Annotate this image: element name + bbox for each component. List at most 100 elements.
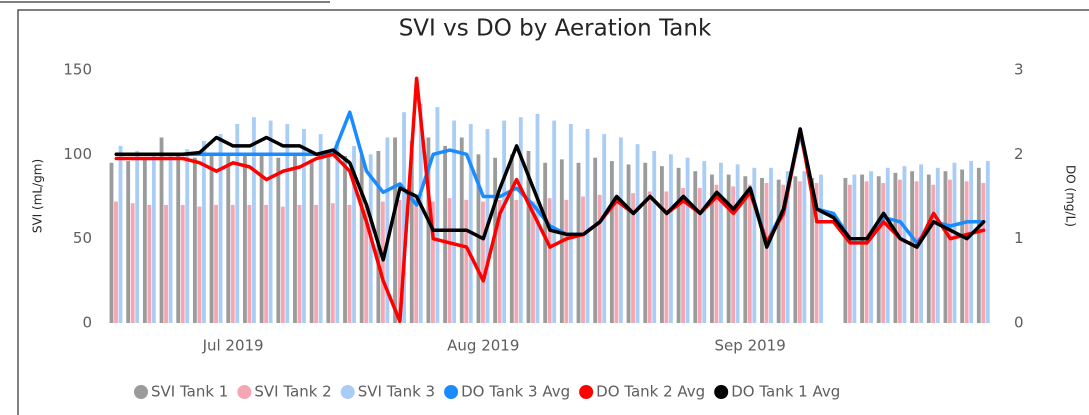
bar (151, 154, 156, 323)
bar (464, 199, 469, 323)
bar (385, 137, 390, 323)
bar (631, 193, 635, 323)
bar (793, 176, 798, 323)
bar (543, 162, 548, 323)
bar (676, 167, 681, 323)
bar (864, 181, 869, 323)
bar (230, 204, 235, 323)
bar (418, 103, 423, 323)
bar (568, 123, 573, 324)
bar (735, 164, 740, 323)
bar (264, 204, 269, 323)
bar (593, 157, 598, 323)
bar (402, 112, 406, 324)
bar (714, 184, 719, 323)
bar (969, 161, 974, 323)
x-tick-label: Aug 2019 (447, 337, 519, 355)
bar (409, 140, 414, 323)
bar (781, 184, 786, 323)
bar (802, 171, 807, 323)
bar (126, 161, 131, 323)
bar (376, 150, 381, 323)
y-tick-label: 150 (63, 61, 92, 79)
plot-area (109, 76, 990, 324)
bar (597, 194, 602, 323)
bar (352, 145, 356, 323)
bar (481, 201, 485, 323)
bar (326, 154, 331, 323)
bar (293, 154, 297, 323)
bar (635, 144, 640, 323)
bar (476, 154, 481, 323)
bar (302, 129, 306, 323)
bar (226, 154, 231, 323)
bar (852, 174, 857, 323)
bar (860, 174, 864, 323)
legend: SVI Tank 1 SVI Tank 2 SVI Tank 3 DO Tank 3 … (134, 383, 840, 401)
bar (585, 129, 590, 323)
bar (243, 156, 247, 323)
bar (764, 183, 769, 323)
bar (430, 201, 435, 323)
bar (693, 171, 698, 323)
legend-label: DO Tank 3 Avg (461, 383, 570, 401)
bar (314, 204, 319, 323)
bar (719, 162, 723, 323)
bar (414, 198, 419, 323)
bar (776, 179, 781, 323)
bar (109, 162, 114, 323)
bar (926, 174, 931, 323)
y2-axis-title: DO (mg/L) (1064, 165, 1078, 227)
bar (218, 134, 223, 323)
bar (426, 137, 431, 323)
bar (869, 171, 873, 323)
bar (726, 174, 731, 323)
bar (252, 117, 256, 323)
bar (447, 198, 452, 323)
bar (309, 159, 314, 323)
bar (235, 123, 240, 324)
bar (910, 171, 915, 323)
bar (397, 199, 402, 323)
bar (364, 204, 369, 323)
bar (142, 159, 147, 323)
bar (180, 204, 185, 323)
bar (435, 107, 440, 324)
bar (747, 184, 752, 323)
bar (743, 176, 748, 323)
bar (681, 188, 686, 323)
line (114, 127, 986, 262)
bar (380, 201, 385, 323)
bar (760, 177, 764, 323)
bar (468, 123, 473, 324)
bar (118, 145, 123, 323)
bar (976, 167, 981, 323)
bar (881, 183, 886, 323)
bar (164, 204, 168, 323)
bar (785, 171, 790, 323)
x-tick-label: Sep 2019 (715, 337, 786, 355)
bar (843, 177, 848, 323)
bar (893, 172, 898, 323)
bar (552, 120, 557, 323)
bar (902, 166, 907, 323)
legend-marker (444, 385, 459, 399)
bar (731, 186, 736, 323)
legend-label: DO Tank 1 Avg (731, 383, 840, 401)
bar (985, 161, 990, 323)
bar (335, 140, 340, 323)
bar (497, 199, 502, 323)
bar (509, 154, 514, 323)
bar (343, 156, 347, 323)
bar (443, 145, 447, 323)
bar (981, 183, 986, 323)
y2-tick-label: 2 (1014, 145, 1024, 163)
bar (669, 154, 673, 323)
bar (318, 134, 323, 323)
bar (885, 167, 890, 323)
bar (259, 154, 264, 323)
bar (114, 201, 118, 323)
bar (452, 120, 457, 323)
bar (135, 150, 140, 323)
